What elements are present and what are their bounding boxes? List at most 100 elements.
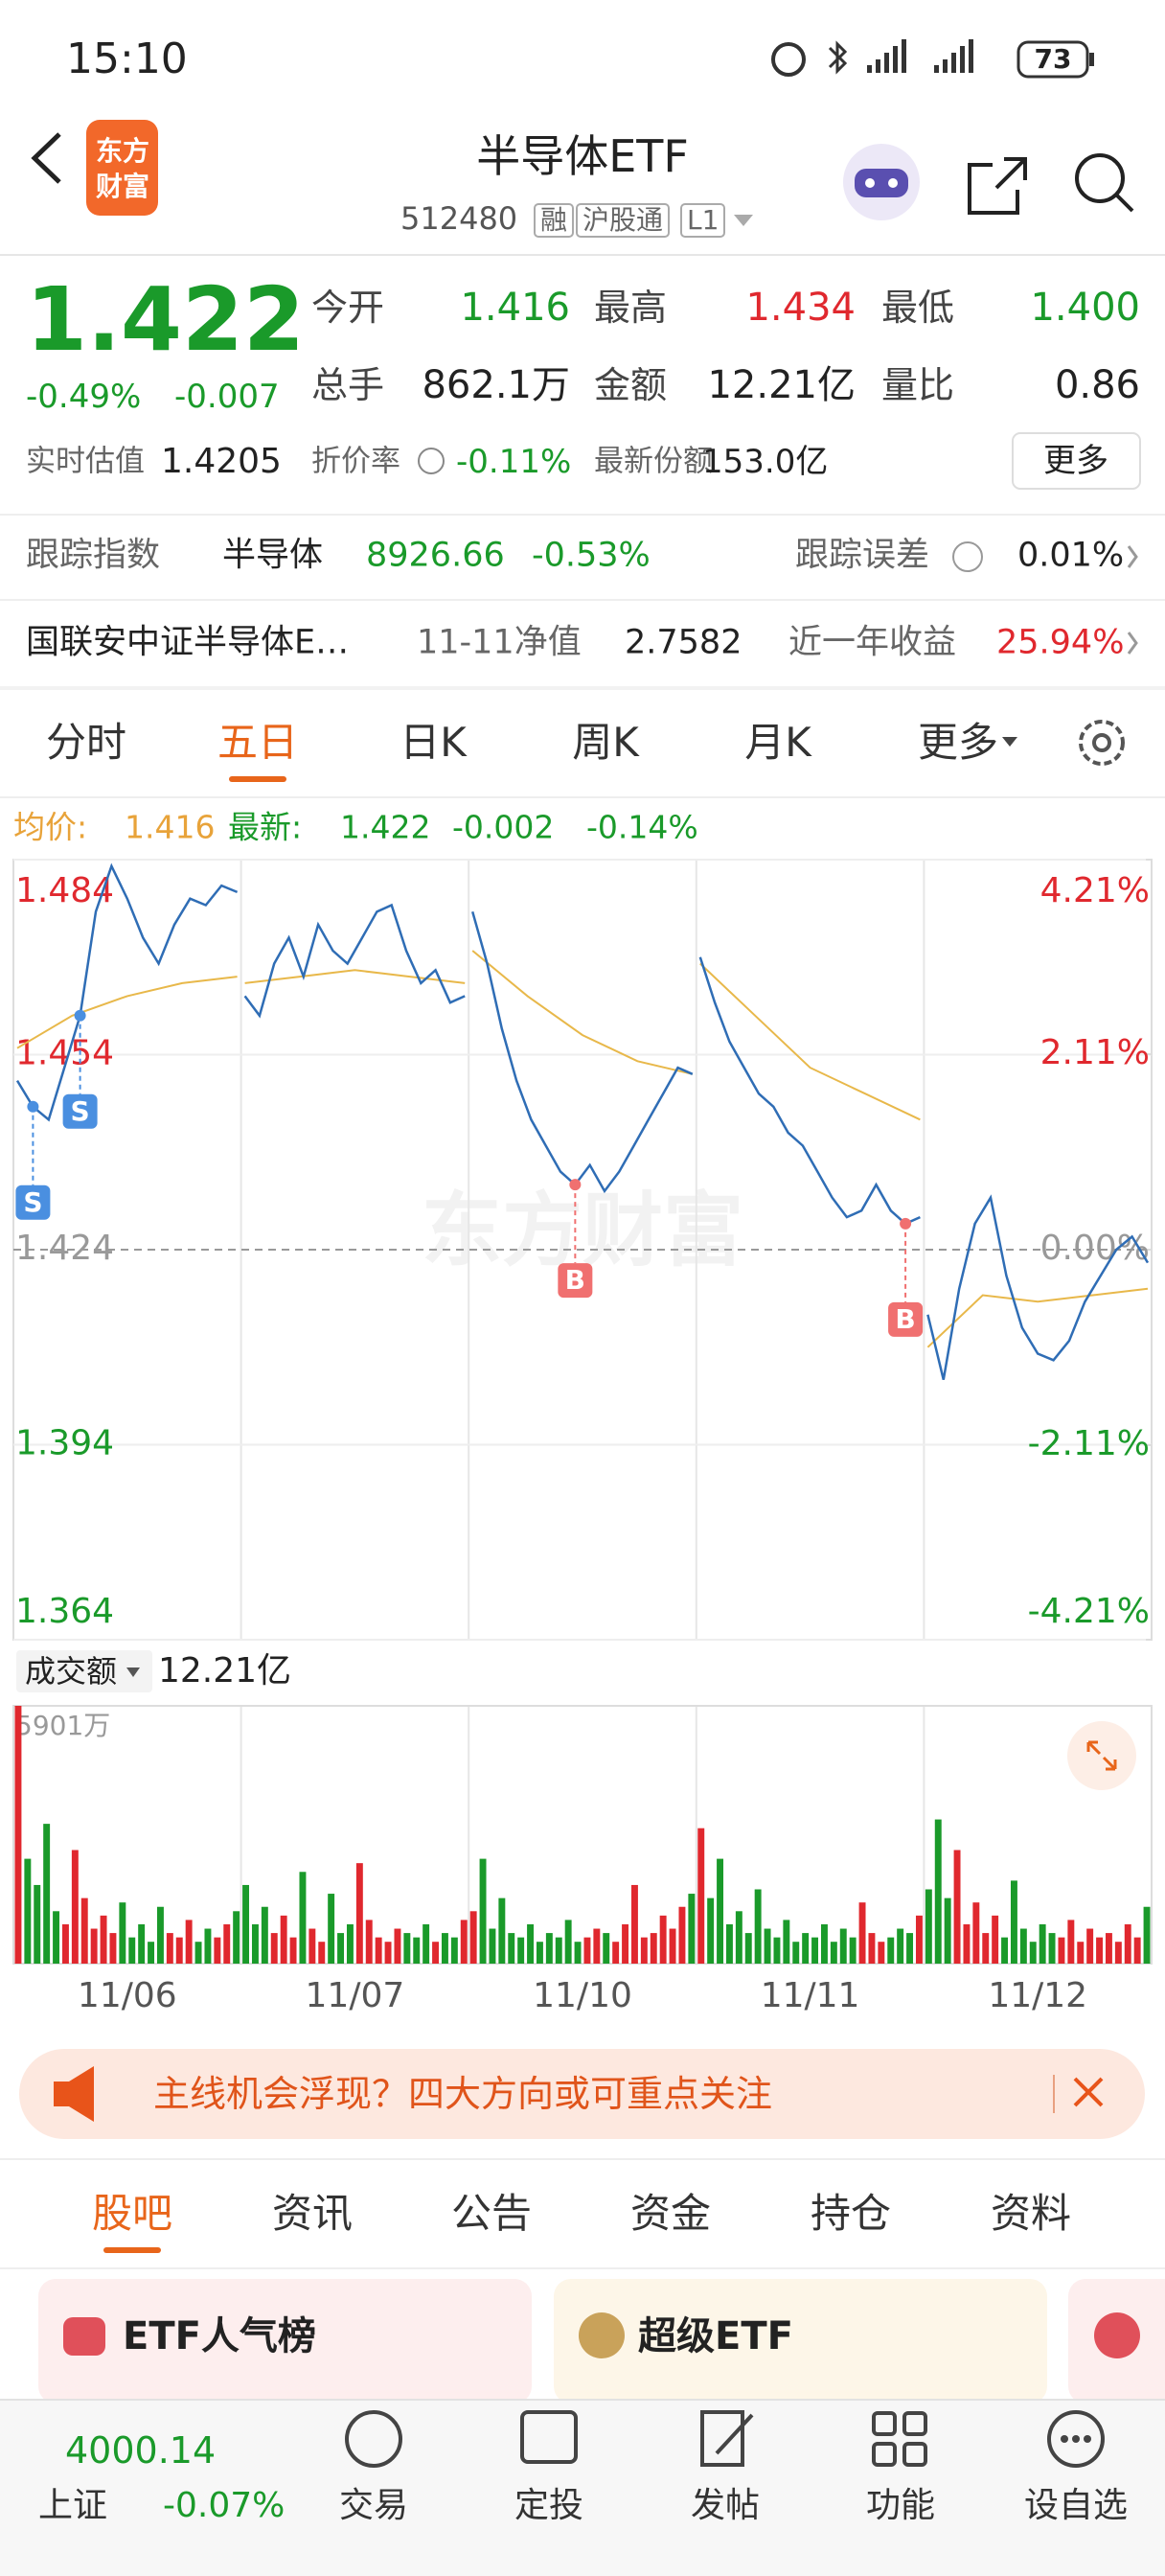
nav-item[interactable]: 功能 [865, 2486, 936, 2525]
volume-bar [1048, 1933, 1056, 1964]
logo-text: 财富 [95, 171, 150, 202]
content-tab[interactable]: 资讯 [271, 2190, 354, 2237]
x-tick-label: 11/10 [533, 1976, 632, 2015]
fund-name[interactable]: 国联安中证半导体E… [26, 623, 350, 662]
volume-bar [603, 1933, 610, 1964]
card[interactable] [38, 2279, 532, 2404]
card-title[interactable]: 超级ETF [638, 2314, 793, 2358]
card[interactable] [554, 2279, 1047, 2404]
dropdown-icon [126, 1668, 140, 1677]
y2-tick-label: -4.21% [1028, 1592, 1150, 1631]
banner-text[interactable]: 主线机会浮现？四大方向或可重点关注 [153, 2073, 773, 2115]
search-icon[interactable] [1075, 153, 1125, 203]
average-line [926, 1287, 1149, 1348]
card-title[interactable]: ETF人气榜 [123, 2314, 316, 2358]
field-value: 1.400 [1030, 286, 1140, 330]
volume-total: 12.21亿 [158, 1651, 292, 1690]
nav-item[interactable]: 发帖 [690, 2486, 761, 2525]
more-button-label[interactable]: 更多 [1043, 442, 1108, 480]
index-change[interactable]: -0.07% [163, 2486, 286, 2525]
period-tab[interactable]: 分时 [45, 719, 127, 766]
volume-bar [71, 1850, 79, 1964]
info-icon[interactable] [418, 448, 445, 474]
price: 1.422 [26, 268, 306, 371]
volume-select[interactable] [16, 1650, 152, 1692]
volume-bar [233, 1911, 240, 1964]
y2-tick-label: 4.21% [1040, 871, 1150, 910]
volume-bar [811, 1937, 819, 1964]
volume-bar [469, 1911, 477, 1964]
back-icon[interactable] [31, 132, 61, 184]
banner-bg[interactable] [19, 2049, 1145, 2139]
volume-bar [555, 1937, 562, 1964]
volume-bar [1096, 1937, 1104, 1964]
dropdown-icon[interactable] [1002, 737, 1017, 747]
volume-bar [119, 1902, 126, 1964]
content-tab[interactable]: 持仓 [810, 2190, 892, 2237]
nav-value: 2.7582 [625, 623, 742, 662]
card-icon [1094, 2312, 1140, 2358]
settings-icon[interactable] [1079, 720, 1125, 766]
volume-bar [223, 1923, 231, 1964]
field-value: 0.86 [1054, 363, 1140, 407]
field-label: 量比 [881, 364, 955, 406]
volume-bar [1114, 1942, 1122, 1964]
field-value: 862.1万 [422, 363, 570, 407]
nav-item[interactable]: 交易 [338, 2486, 409, 2525]
volume-bar [450, 1937, 458, 1964]
volume-bar [204, 1928, 212, 1964]
volume-bar [432, 1942, 440, 1964]
period-tab[interactable]: 日K [400, 719, 467, 766]
volume-label[interactable]: 成交额 [25, 1653, 118, 1690]
content-tab[interactable]: 股吧 [91, 2190, 173, 2237]
last-label: 最新: [228, 808, 303, 846]
error-value[interactable]: 0.01% [1017, 536, 1125, 575]
nav-item[interactable]: 设自选 [1023, 2486, 1129, 2525]
index-name[interactable]: 上证 [38, 2486, 108, 2525]
volume-bar [697, 1828, 705, 1964]
help-icon[interactable] [952, 541, 983, 572]
content-tab[interactable]: 资料 [990, 2190, 1072, 2237]
share-icon[interactable] [968, 157, 1027, 215]
x-tick-label: 11/07 [306, 1976, 405, 2015]
nav-icon [700, 2410, 754, 2467]
trade-badge [558, 1263, 593, 1299]
content-tab[interactable]: 资金 [629, 2190, 712, 2237]
y2-tick-label: 2.11% [1040, 1033, 1150, 1072]
volume-bar [365, 1920, 373, 1964]
more-button[interactable] [1012, 432, 1141, 490]
volume-bar [261, 1906, 268, 1964]
discount-value: -0.11% [456, 443, 572, 481]
battery-tip [1089, 53, 1094, 66]
volume-bar [194, 1942, 202, 1964]
last-change: -0.002 [452, 808, 555, 846]
volume-bar [508, 1933, 515, 1964]
plot-border [12, 1705, 1153, 1965]
close-icon[interactable] [1073, 2077, 1104, 2107]
index-value[interactable]: 4000.14 [65, 2429, 217, 2472]
volume-bar [289, 1937, 297, 1964]
return-value[interactable]: 25.94% [996, 623, 1125, 662]
volume-bar [650, 1933, 657, 1964]
trade-badge [888, 1301, 924, 1337]
field-label: 最高 [594, 287, 668, 329]
volume-bar [934, 1819, 942, 1964]
volume-bar [498, 1898, 506, 1964]
nav-item[interactable]: 定投 [514, 2486, 584, 2525]
volume-bar [1001, 1937, 1009, 1964]
volume-bar [612, 1942, 620, 1964]
period-tab[interactable]: 月K [744, 719, 811, 766]
content-tab[interactable]: 公告 [450, 2190, 533, 2237]
discount-label: 折价率 [311, 444, 400, 479]
period-tab[interactable]: 五日 [217, 719, 299, 766]
tab-underline [229, 776, 286, 782]
nav-label: 11-11净值 [417, 623, 582, 662]
dropdown-icon[interactable] [734, 215, 753, 226]
volume-bar [583, 1937, 591, 1964]
tag: L1 [680, 203, 726, 238]
volume-bar [1077, 1942, 1085, 1964]
expand-icon[interactable] [1067, 1721, 1136, 1790]
period-tab[interactable]: 更多 [917, 719, 999, 766]
period-tab[interactable]: 周K [572, 719, 639, 766]
